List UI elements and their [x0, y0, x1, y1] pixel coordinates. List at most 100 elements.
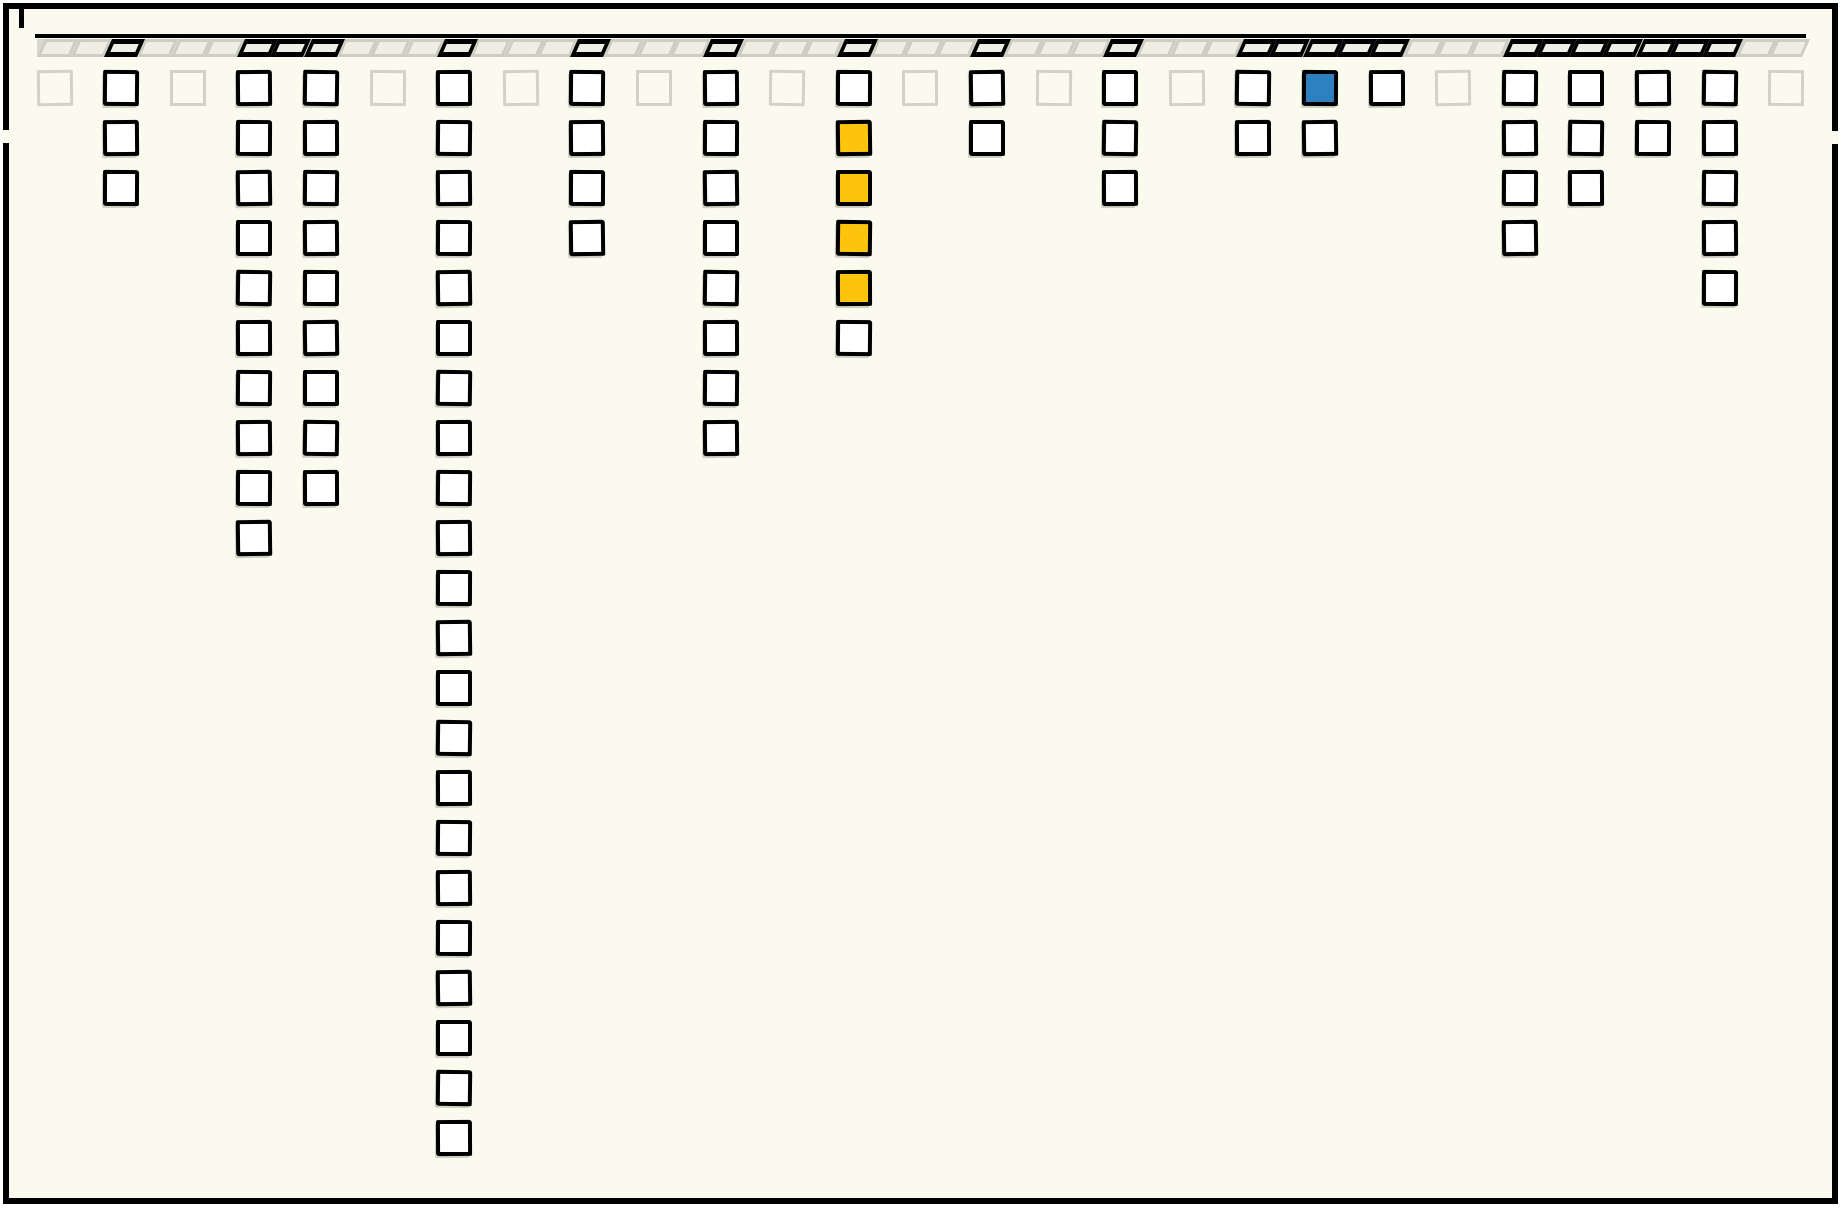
grid-cell-highlighted[interactable]	[835, 269, 872, 307]
grid-cell[interactable]	[1235, 119, 1272, 157]
grid-cell[interactable]	[302, 169, 340, 207]
grid-cell-selected[interactable]	[1301, 69, 1339, 107]
grid-cell[interactable]	[1701, 269, 1738, 307]
grid-cell-empty	[902, 69, 939, 107]
grid-cell[interactable]	[1102, 70, 1139, 106]
grid-cell[interactable]	[1568, 169, 1605, 207]
grid-cell[interactable]	[302, 469, 340, 507]
grid-cell[interactable]	[435, 269, 473, 307]
grid-cell[interactable]	[968, 69, 1006, 107]
grid-cell[interactable]	[103, 169, 140, 207]
grid-cell[interactable]	[569, 69, 606, 107]
grid-cell[interactable]	[436, 1119, 473, 1157]
grid-cell[interactable]	[236, 220, 273, 256]
grid-cell[interactable]	[302, 269, 340, 307]
grid-cell[interactable]	[1301, 119, 1339, 157]
grid-cell-highlighted[interactable]	[835, 219, 873, 257]
grid-cell[interactable]	[1501, 119, 1538, 157]
grid-cell[interactable]	[1634, 119, 1672, 157]
grid-cell[interactable]	[702, 69, 739, 107]
grid-cell[interactable]	[435, 719, 473, 757]
grid-cell-empty	[169, 70, 206, 106]
grid-cell[interactable]	[702, 319, 739, 357]
grid-cell[interactable]	[236, 269, 273, 307]
grid-cell[interactable]	[236, 469, 273, 507]
grid-cell[interactable]	[303, 370, 339, 406]
grid-cell[interactable]	[236, 169, 273, 207]
grid-cell[interactable]	[435, 619, 473, 657]
grid-cell[interactable]	[436, 670, 473, 706]
grid-cell[interactable]	[702, 369, 739, 407]
grid-cell[interactable]	[569, 169, 606, 207]
grid-cell[interactable]	[436, 419, 473, 457]
grid-cell[interactable]	[236, 369, 273, 407]
left-spine-break	[2, 130, 11, 143]
grid-cell[interactable]	[436, 869, 473, 907]
grid-cell[interactable]	[1501, 169, 1538, 207]
grid-cell[interactable]	[435, 969, 473, 1007]
axis-stub	[19, 9, 24, 28]
grid-cell[interactable]	[302, 219, 340, 257]
grid-cell[interactable]	[1568, 119, 1605, 157]
grid-cell[interactable]	[1235, 69, 1272, 107]
grid-cell-empty	[369, 69, 406, 107]
grid-cell[interactable]	[435, 1069, 473, 1107]
grid-cell[interactable]	[436, 169, 473, 207]
grid-cell-empty	[636, 70, 672, 106]
grid-cell[interactable]	[436, 69, 473, 107]
grid-cell[interactable]	[1568, 70, 1605, 106]
grid-cell-empty	[36, 69, 73, 107]
grid-cell[interactable]	[1501, 69, 1538, 107]
grid-cell[interactable]	[702, 419, 739, 457]
grid-cell[interactable]	[436, 769, 473, 807]
grid-cell[interactable]	[969, 120, 1005, 156]
grid-cell[interactable]	[302, 319, 340, 357]
grid-cell[interactable]	[436, 219, 473, 257]
right-spine-break	[1830, 131, 1839, 144]
grid-cell[interactable]	[302, 69, 340, 107]
grid-cell[interactable]	[1101, 119, 1139, 157]
grid-cell[interactable]	[436, 519, 473, 557]
grid-cell[interactable]	[702, 220, 739, 256]
grid-cell[interactable]	[236, 119, 273, 157]
grid-cell[interactable]	[436, 469, 473, 507]
grid-cell[interactable]	[702, 269, 739, 307]
grid-cell[interactable]	[103, 69, 140, 107]
grid-cell[interactable]	[835, 69, 872, 107]
grid-cell[interactable]	[302, 119, 340, 157]
grid-cell[interactable]	[435, 369, 473, 407]
grid-cell[interactable]	[436, 119, 473, 157]
grid-cell[interactable]	[436, 320, 473, 356]
grid-cell[interactable]	[1701, 219, 1738, 257]
grid-cell-highlighted[interactable]	[835, 119, 873, 157]
grid-cell-empty	[1434, 69, 1472, 107]
grid-cell[interactable]	[436, 919, 473, 957]
grid-cell[interactable]	[1368, 69, 1405, 107]
grid-cell[interactable]	[302, 419, 340, 457]
grid-cell[interactable]	[1102, 169, 1139, 207]
grid-cell[interactable]	[1701, 69, 1738, 107]
grid-cell[interactable]	[1701, 119, 1738, 157]
grid-cell[interactable]	[1701, 169, 1738, 207]
grid-cell[interactable]	[103, 119, 140, 157]
grid-cell[interactable]	[236, 69, 273, 107]
grid-cell[interactable]	[702, 119, 739, 157]
grid-cell[interactable]	[569, 219, 606, 257]
grid-cell[interactable]	[236, 419, 273, 457]
grid-cell[interactable]	[236, 319, 273, 357]
grid-cell[interactable]	[569, 119, 606, 157]
grid-cell[interactable]	[1634, 69, 1672, 107]
grid-cell-highlighted[interactable]	[835, 170, 872, 206]
grid-cell-empty	[502, 69, 540, 107]
grid-cell[interactable]	[835, 319, 872, 357]
grid-cell[interactable]	[702, 169, 739, 207]
grid-cell[interactable]	[1501, 219, 1539, 257]
grid-cell[interactable]	[436, 819, 473, 857]
grid-cell-empty	[768, 69, 806, 107]
grid-cell-empty	[1768, 69, 1805, 107]
grid-cell[interactable]	[436, 569, 473, 607]
grid-cell[interactable]	[236, 519, 273, 557]
grid-cell[interactable]	[436, 1020, 473, 1056]
